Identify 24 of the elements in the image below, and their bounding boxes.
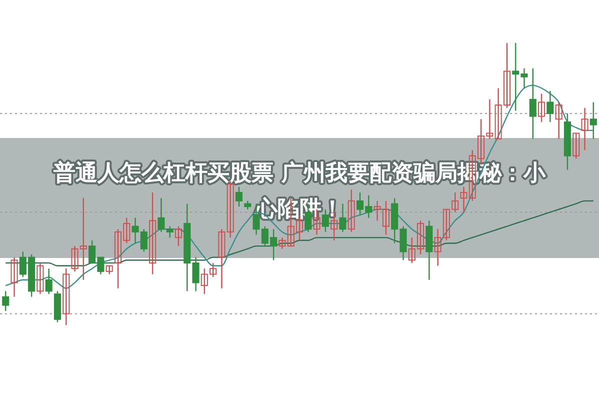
candlestick [10,256,18,298]
candlestick [572,132,580,160]
candlestick [339,203,346,233]
candlestick [546,90,554,123]
candlestick [106,265,113,275]
candlestick [235,186,243,208]
candlestick [149,192,156,275]
candlestick [192,256,200,292]
candlestick [529,68,536,140]
candlestick [166,226,174,238]
candlestick [2,290,10,312]
candlestick [581,107,588,151]
candlestick [590,102,597,140]
candlestick [45,268,52,295]
candlestick [36,262,44,295]
candlestick [538,93,546,123]
candlestick [218,228,226,289]
candlestick [174,226,182,247]
candlestick [158,198,165,233]
candlestick [348,189,355,233]
candlestick [322,208,329,233]
candlestick [555,102,562,140]
candlestick [278,236,286,250]
candlestick [62,268,70,326]
